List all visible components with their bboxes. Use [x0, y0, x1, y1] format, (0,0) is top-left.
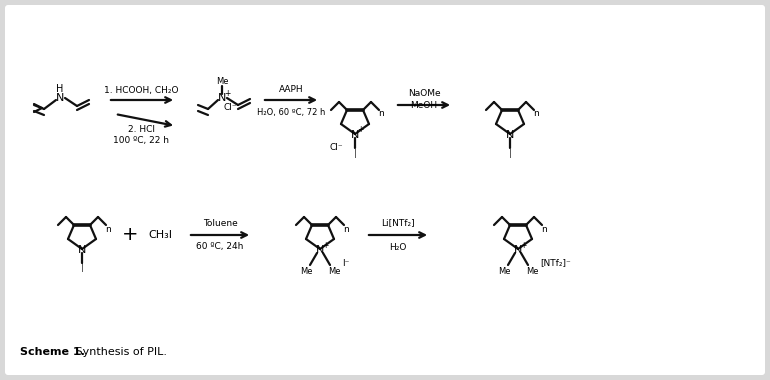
Text: I⁻: I⁻: [342, 258, 350, 268]
Text: 100 ºC, 22 h: 100 ºC, 22 h: [113, 136, 169, 144]
Text: NaOMe: NaOMe: [407, 90, 440, 98]
Text: |: |: [353, 149, 357, 157]
Text: AAPH: AAPH: [279, 86, 303, 95]
Text: |: |: [509, 149, 511, 157]
Text: Me: Me: [526, 266, 538, 276]
Text: +: +: [122, 225, 139, 244]
Text: 60 ºC, 24h: 60 ºC, 24h: [196, 242, 243, 252]
Text: +: +: [357, 125, 363, 135]
Text: +: +: [322, 241, 328, 250]
Text: n: n: [541, 225, 547, 233]
Text: Me: Me: [300, 266, 313, 276]
Text: N: N: [218, 93, 226, 103]
Text: 1. HCOOH, CH₂O: 1. HCOOH, CH₂O: [104, 86, 178, 95]
Text: H₂O, 60 ºC, 72 h: H₂O, 60 ºC, 72 h: [257, 108, 325, 117]
Text: Me: Me: [216, 78, 228, 87]
FancyBboxPatch shape: [5, 5, 765, 375]
Text: N: N: [316, 245, 324, 255]
Text: Li[NTf₂]: Li[NTf₂]: [381, 218, 415, 228]
Text: N: N: [55, 93, 64, 103]
Text: |: |: [81, 263, 83, 272]
Text: H: H: [56, 84, 64, 94]
Text: n: n: [105, 225, 111, 233]
Text: Cl⁻: Cl⁻: [330, 144, 343, 152]
Text: [NTf₂]⁻: [NTf₂]⁻: [540, 258, 571, 268]
Text: +: +: [520, 241, 526, 250]
Text: MeOH: MeOH: [410, 101, 437, 111]
Text: n: n: [343, 225, 349, 233]
Text: n: n: [533, 109, 539, 119]
Text: Cl⁻: Cl⁻: [223, 103, 237, 111]
Text: N: N: [351, 130, 359, 140]
Text: Toluene: Toluene: [203, 218, 237, 228]
Text: N: N: [78, 245, 86, 255]
Text: +: +: [224, 90, 230, 98]
Text: CH₃I: CH₃I: [148, 230, 172, 240]
Text: Scheme 1.: Scheme 1.: [20, 347, 85, 357]
Text: Me: Me: [497, 266, 511, 276]
Text: n: n: [378, 109, 384, 119]
Text: Me: Me: [328, 266, 340, 276]
Text: 2. HCl: 2. HCl: [128, 125, 155, 135]
Text: Synthesis of PIL.: Synthesis of PIL.: [72, 347, 167, 357]
Text: N: N: [506, 130, 514, 140]
Text: N: N: [514, 245, 522, 255]
Text: H₂O: H₂O: [390, 242, 407, 252]
